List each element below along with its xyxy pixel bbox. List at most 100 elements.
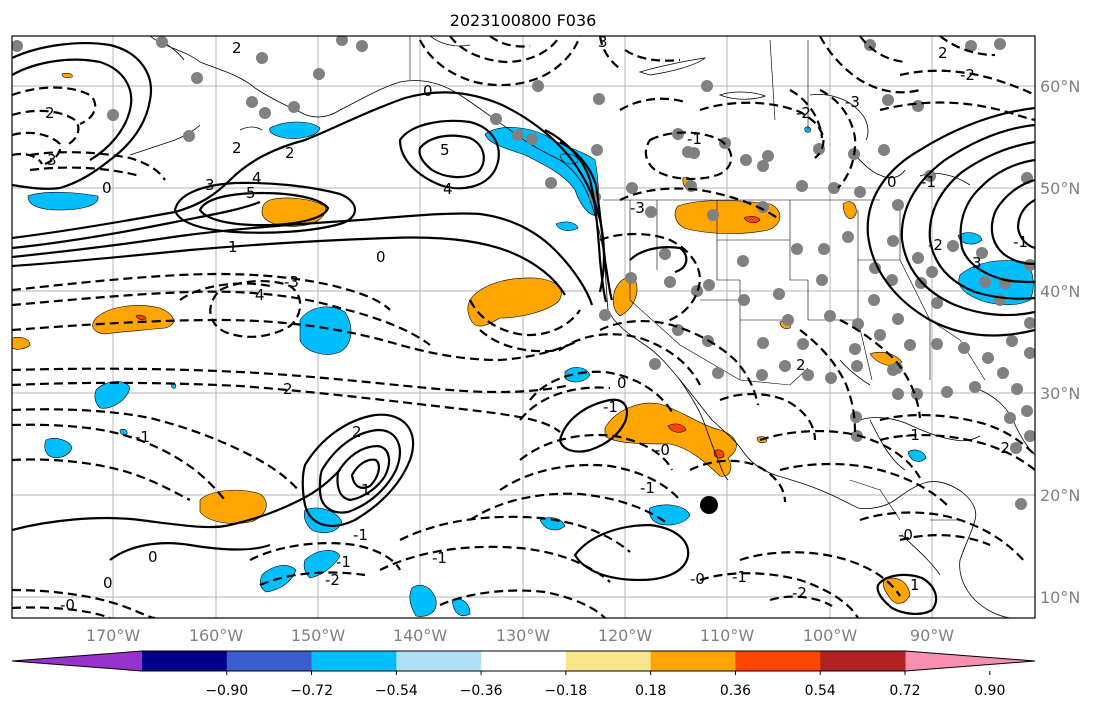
- colorbar-segment: [311, 651, 397, 671]
- lat-tick-label: 20°N: [1040, 486, 1080, 505]
- contour-label: 2: [283, 380, 293, 398]
- contour-label: -1: [603, 398, 618, 416]
- colorbar-segment: [226, 651, 313, 671]
- contour-label: -1: [1013, 233, 1028, 251]
- shaded-field: [12, 72, 1034, 617]
- colorbar-tick-label: 0.90: [974, 683, 1005, 699]
- contour-label: 0: [376, 248, 386, 266]
- contour-label: 0: [103, 574, 113, 592]
- map-frame: [11, 35, 1036, 619]
- lat-tick-label: 40°N: [1040, 282, 1080, 301]
- contour-label: 3: [972, 254, 982, 272]
- contour-label: 1: [910, 576, 920, 594]
- contour-label: -1: [336, 553, 351, 571]
- lon-tick-label: 130°W: [496, 626, 551, 645]
- lon-tick-label: 160°W: [189, 626, 244, 645]
- contour-label: -2: [325, 571, 340, 589]
- positive-contours: [12, 42, 1035, 615]
- contour-label: -0: [655, 441, 670, 459]
- negative-contours: [12, 36, 1035, 618]
- contour-label: -1: [640, 479, 655, 497]
- negative-patch: [648, 504, 691, 526]
- colorbar-segment: [142, 651, 228, 671]
- negative-patch: [269, 121, 321, 139]
- coastlines: [129, 36, 1035, 618]
- contour-label: -2: [796, 104, 811, 122]
- contour-label: 1: [228, 238, 238, 256]
- lat-tick-label: 30°N: [1040, 384, 1080, 403]
- contour-label: 2: [232, 139, 242, 157]
- colorbar-segment: [650, 651, 736, 671]
- colorbar: −0.90 −0.72 −0.54 −0.36 −0.18 0.18 0.36 0.54 0.7…: [11, 650, 1036, 699]
- contour-label: -1: [921, 173, 936, 191]
- lon-tick-label: 170°W: [86, 626, 141, 645]
- colorbar-segment: [396, 651, 482, 671]
- station-markers: [12, 36, 1035, 510]
- contour-label: -3: [284, 273, 299, 291]
- colorbar-high-extension: [905, 651, 1035, 671]
- colorbar-segment: [481, 651, 567, 671]
- contour-label: -2: [960, 66, 975, 84]
- contour-labels: 2 3 0 2 2 3 4 5 5 4 0 1 3 4 2 -1 2 2 1 0…: [45, 33, 1028, 614]
- contour-label: 0: [102, 179, 112, 197]
- colorbar-tick-label: −0.90: [205, 683, 248, 699]
- colorbar-tick-label: −0.72: [290, 683, 333, 699]
- graticule: [12, 36, 1035, 618]
- contour-label: 2: [352, 423, 362, 441]
- contour-label: 0: [423, 82, 433, 100]
- positive-patch: [467, 277, 562, 327]
- lon-tick-label: 100°W: [803, 626, 858, 645]
- map-title: 2023100800 F036: [450, 11, 597, 30]
- colorbar-low-extension: [12, 651, 142, 671]
- colorbar-tick-label: −0.36: [460, 683, 503, 699]
- colorbar-tick-label: 0.72: [889, 683, 920, 699]
- negative-patch: [804, 126, 811, 133]
- negative-patch: [907, 449, 927, 462]
- latitude-labels: 60°N 50°N 40°N 30°N 20°N 10°N: [1040, 77, 1080, 607]
- contour-label: 1: [361, 481, 371, 499]
- contour-label: 4: [252, 169, 262, 187]
- colorbar-outline: [11, 650, 1036, 672]
- contour-label: 0: [617, 374, 627, 392]
- colorbar-segment: [735, 651, 821, 671]
- contour-label: -0: [60, 596, 75, 614]
- contour-label: -1: [432, 549, 447, 567]
- longitude-labels: 170°W 160°W 150°W 140°W 130°W 120°W 110°…: [86, 626, 954, 645]
- lon-tick-label: 120°W: [598, 626, 653, 645]
- contour-label: -1: [135, 428, 150, 446]
- negative-patch: [564, 367, 591, 383]
- contour-label: -0: [690, 570, 705, 588]
- contour-label: -2: [792, 584, 807, 602]
- contour-label: 5: [246, 184, 256, 202]
- colorbar-segment: [820, 651, 906, 671]
- contour-label: -2: [928, 236, 943, 254]
- negative-patch: [555, 221, 579, 231]
- contour-label: -1: [353, 526, 368, 544]
- contour-label: -1: [732, 568, 747, 586]
- positive-patch: [199, 489, 267, 524]
- contour-label: 2: [938, 44, 948, 62]
- contour-label: 0: [148, 548, 158, 566]
- colorbar-tick-label: 0.36: [720, 683, 751, 699]
- positive-patch: [61, 72, 73, 79]
- lat-tick-label: 50°N: [1040, 179, 1080, 198]
- negative-patch: [299, 306, 352, 355]
- contour-label: -2: [995, 439, 1010, 457]
- negative-patch: [94, 381, 131, 409]
- contour-label: 2: [45, 104, 55, 122]
- positive-patch: [604, 402, 737, 477]
- positive-patch: [12, 336, 31, 350]
- contour-label: 3: [47, 151, 57, 169]
- contour-label: 3: [598, 33, 608, 51]
- strong-positive-patch: [743, 215, 761, 224]
- strong-positive-patch: [135, 314, 147, 320]
- lon-tick-label: 90°W: [910, 626, 954, 645]
- lon-tick-label: 140°W: [393, 626, 448, 645]
- strong-positive-patch: [667, 423, 687, 433]
- positive-patch: [869, 351, 903, 366]
- colorbar-tick-label: −0.18: [544, 683, 587, 699]
- positive-patch: [674, 200, 781, 234]
- contour-label: -3: [845, 93, 860, 111]
- lat-tick-label: 60°N: [1040, 77, 1080, 96]
